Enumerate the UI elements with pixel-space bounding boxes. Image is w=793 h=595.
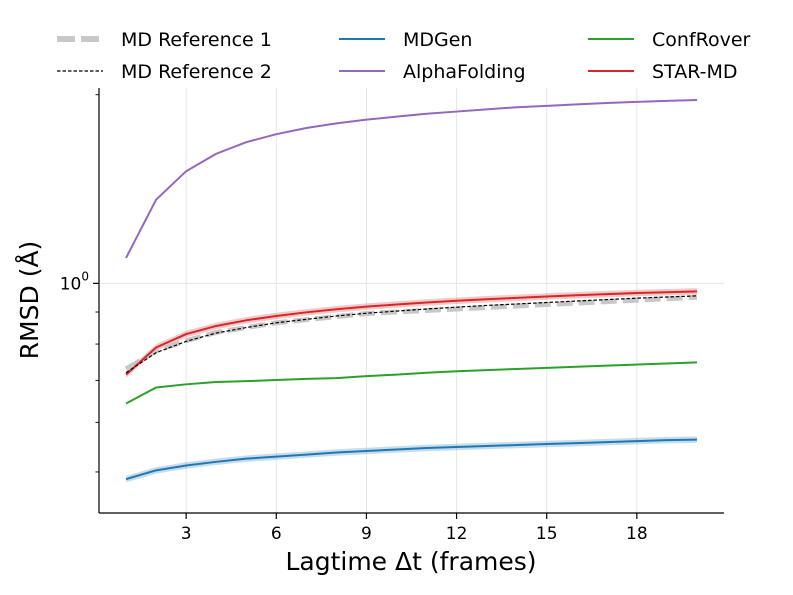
y-tick-label: 100 (60, 269, 89, 294)
series-line-mdgen (125, 438, 697, 481)
x-tick-label: 12 (446, 524, 468, 544)
band-star-md (126, 288, 697, 378)
ticks: 3 6 9 12 15 18 100 (60, 94, 648, 544)
legend-label-md-reference-1: MD Reference 1 (121, 29, 272, 51)
y-tick-label-base: 10 (60, 274, 82, 294)
legend-label-star-md: STAR-MD (652, 61, 738, 83)
legend-label-md-reference-2: MD Reference 2 (121, 61, 272, 83)
legend-label-confrover: ConfRover (652, 29, 751, 51)
series-line-alphafolding (125, 98, 697, 259)
series-lines (124, 98, 698, 481)
x-tick-label: 3 (181, 524, 192, 544)
series-line-confrover (125, 361, 697, 405)
y-tick-label-exponent: 0 (81, 269, 89, 283)
x-tick-label: 18 (626, 524, 648, 544)
legend-label-mdgen: MDGen (403, 29, 472, 51)
confidence-bands (126, 288, 697, 483)
legend-label-alphafolding: AlphaFolding (403, 61, 526, 83)
series-line-md-reference-2 (125, 295, 697, 374)
x-axis-title: Lagtime Δt (frames) (285, 547, 536, 576)
series-line-md-reference-1 (124, 294, 698, 372)
band-mdgen (126, 436, 697, 483)
y-axis-title: RMSD (Å) (15, 241, 44, 360)
axes (98, 88, 724, 514)
x-tick-label: 6 (271, 524, 282, 544)
x-tick-label: 15 (536, 524, 558, 544)
legend: MD Reference 1 MD Reference 2 MDGen AlphaFo… (57, 29, 751, 83)
x-tick-label: 9 (361, 524, 372, 544)
series-line-star-md (125, 290, 697, 376)
